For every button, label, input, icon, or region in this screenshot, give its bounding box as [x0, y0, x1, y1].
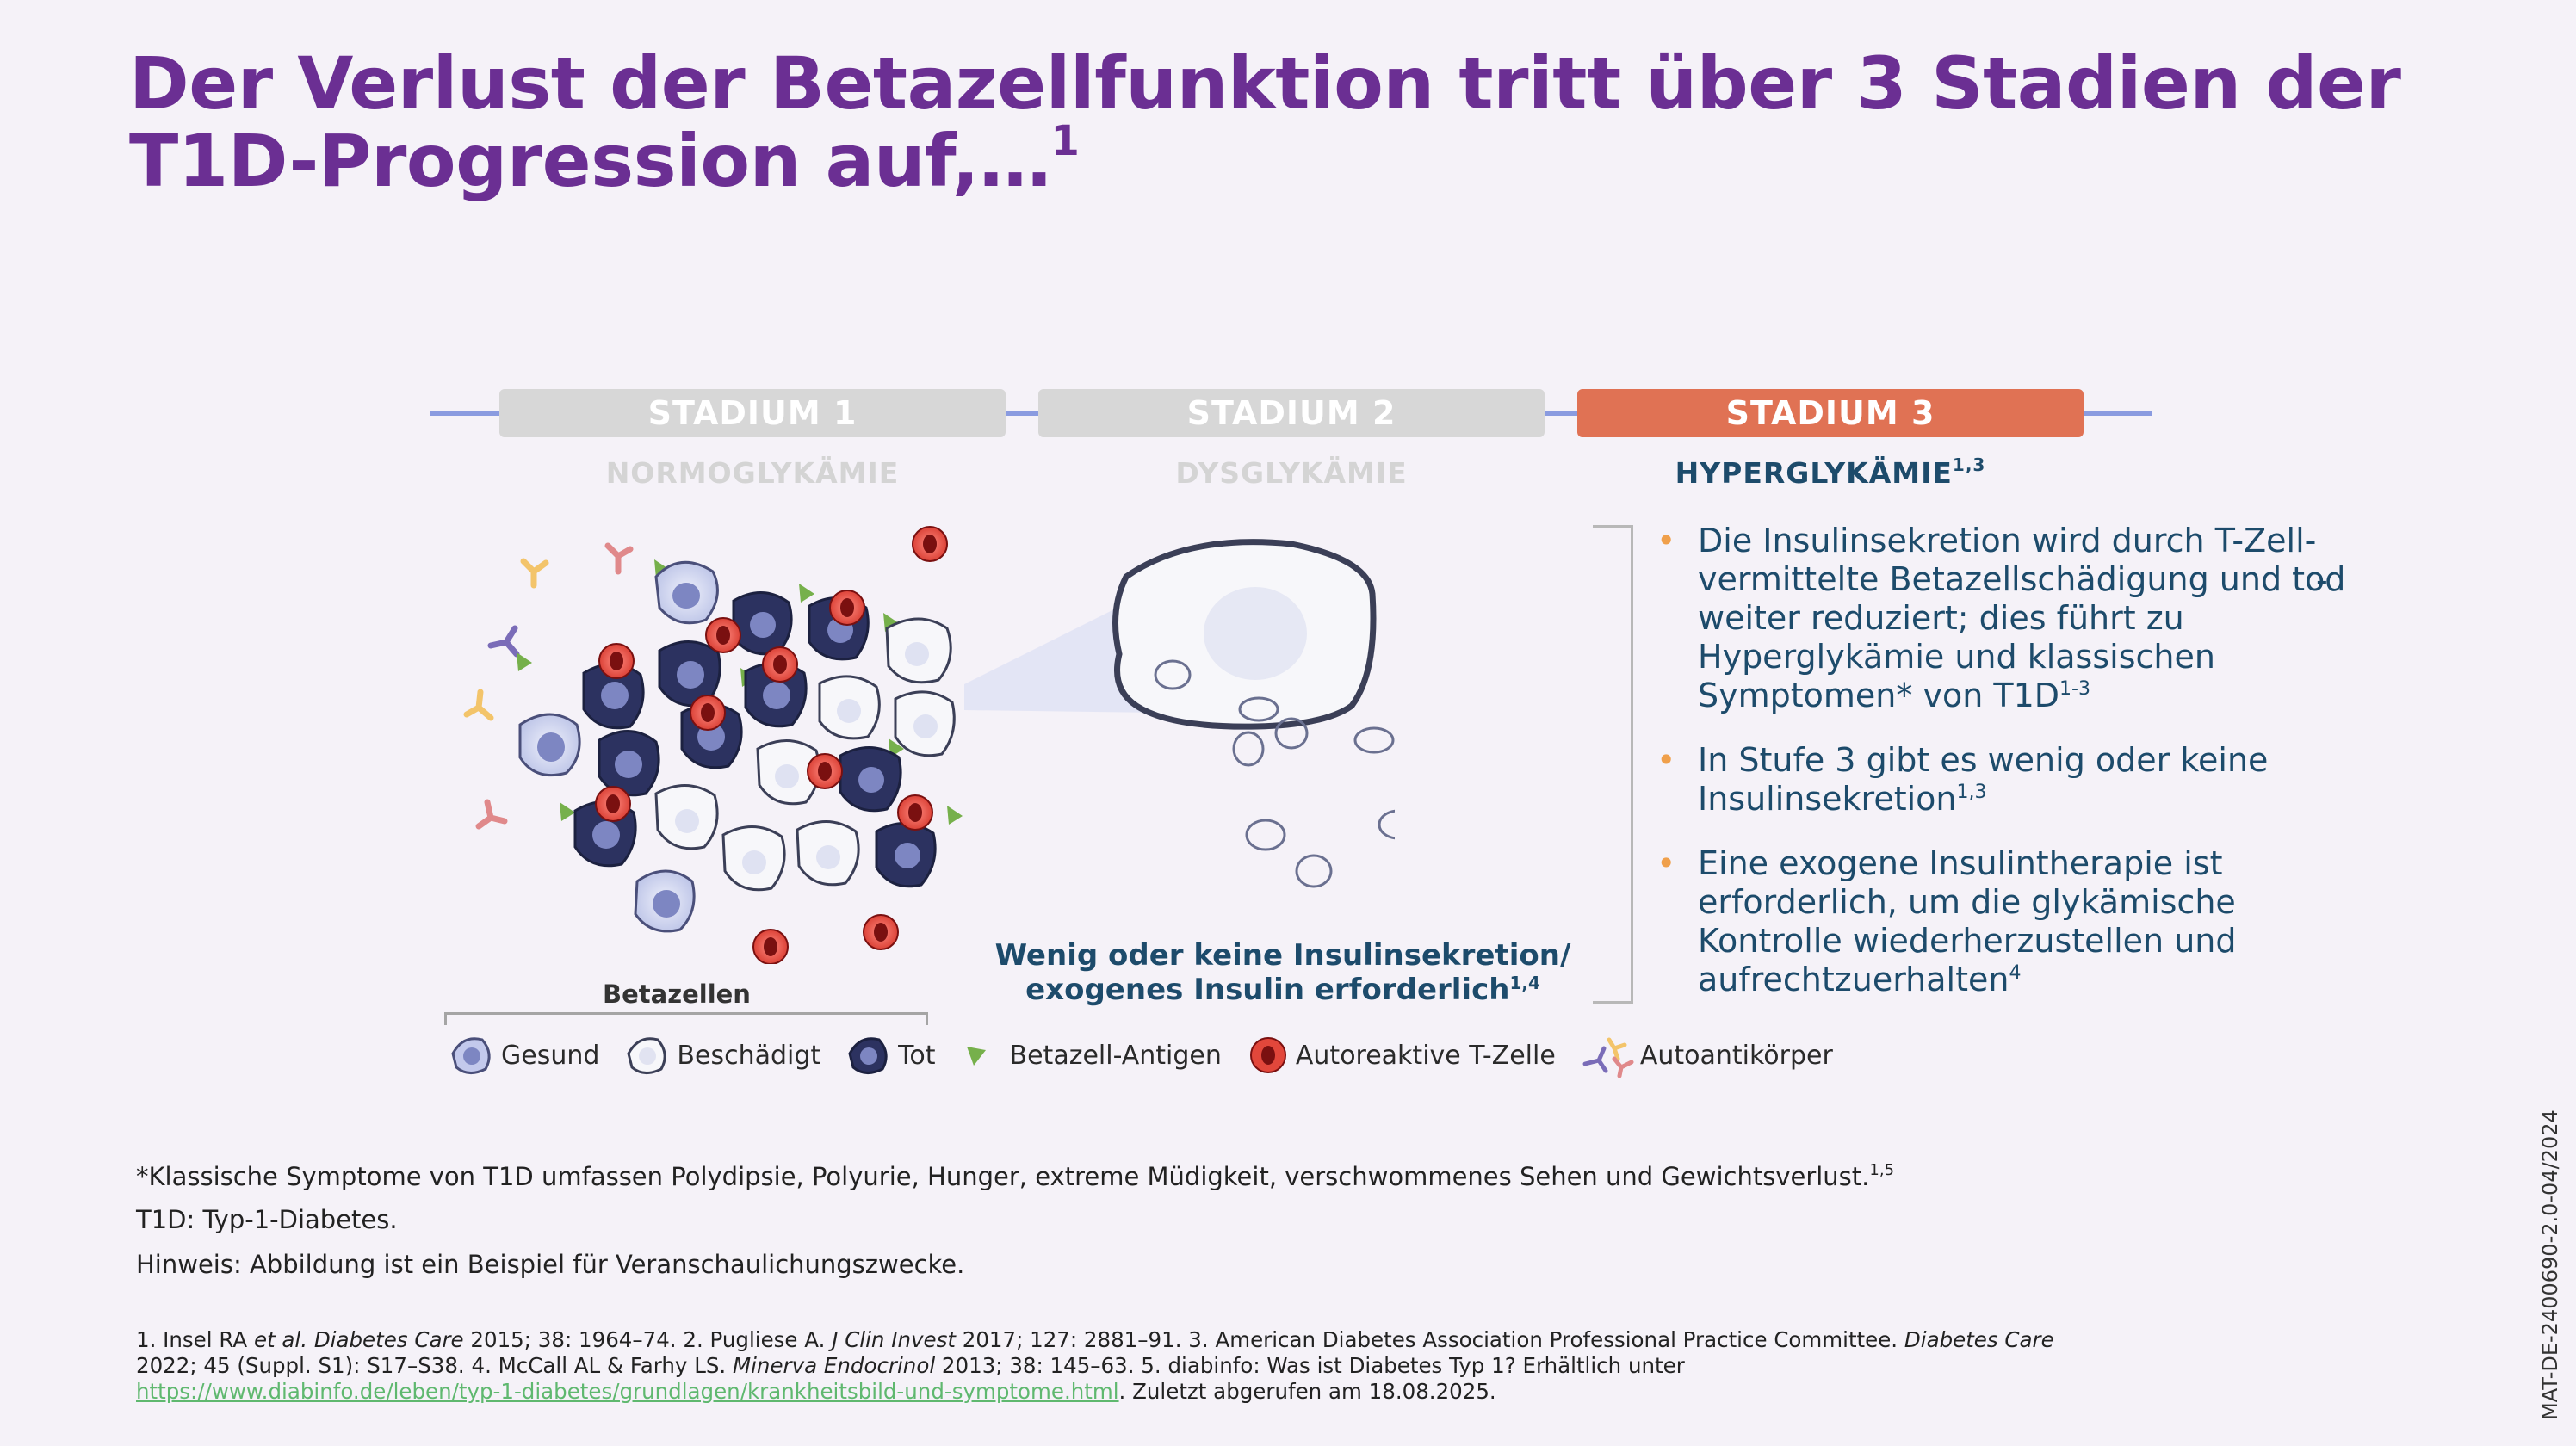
autoantibody-icon — [475, 799, 508, 830]
stage-1-subtitle: NORMOGLYKÄMIE — [605, 456, 900, 490]
antigen-icon — [799, 584, 814, 602]
insulin-caption-line2: exogenes Insulin erforderlich — [1025, 973, 1510, 1007]
legend-item-tot: Tot — [845, 1031, 936, 1079]
insulin-granule — [1353, 726, 1395, 754]
page-title: Der Verlust der Betazellfunktion tritt ü… — [129, 45, 2454, 211]
reference-link[interactable]: https://www.diabinfo.de/leben/typ-1-diab… — [136, 1379, 1119, 1404]
insulin-granule — [1232, 731, 1265, 767]
autoantibody-icon — [520, 558, 549, 589]
legend-item-t-zelle: Autoreaktive T-Zelle — [1246, 1033, 1556, 1078]
legend-item-antigen: Betazell-Antigen — [960, 1038, 1222, 1072]
ref-journal: Minerva Endocrinol — [732, 1353, 936, 1378]
stage-3-bracket — [1593, 525, 1633, 1004]
insulin-granule — [1238, 696, 1279, 722]
bullet-text: In Stufe 3 gibt es wenig oder keine Insu… — [1698, 741, 2269, 818]
legend-label: Tot — [898, 1040, 936, 1071]
footnote-symptoms-text: *Klassische Symptome von T1D umfassen Po… — [136, 1162, 1870, 1191]
document-code: MAT-DE-2400690-2.0-04/2024 — [2538, 1109, 2562, 1420]
autoantibody-icon — [1582, 1037, 1634, 1078]
insulin-caption-reference: 1,4 — [1509, 973, 1540, 993]
ref-journal: Diabetes Care — [1904, 1327, 2054, 1352]
damaged-cell-icon — [627, 1037, 667, 1074]
autoantibody-icon — [463, 689, 494, 721]
magnified-cell-nucleus — [1204, 587, 1307, 680]
ref-text — [307, 1327, 314, 1352]
legend-item-beschaedigt: Beschädigt — [623, 1031, 820, 1079]
insulin-caption: Wenig oder keine Insulinsekretion/ exoge… — [964, 938, 1601, 1010]
legend: Gesund Beschädigt Tot Betazell-Antigen A… — [448, 1029, 1857, 1081]
stage-3-subtitle-reference: 1,3 — [1952, 454, 1986, 475]
legend-label: Autoreaktive T-Zelle — [1295, 1040, 1556, 1071]
bullet-text: Die Insulinsekretion wird durch T-Zell-v… — [1698, 522, 2346, 714]
stage-3-tab[interactable]: STADIUM 3 — [1577, 389, 2084, 437]
bullet-reference: 1,3 — [1956, 782, 1987, 803]
healthy-cell-icon — [451, 1037, 491, 1074]
bullet-item: • Eine exogene Insulintherapie ist erford… — [1653, 844, 2359, 1004]
ref-text: 2022; 45 (Suppl. S1): S17–S38. 4. McCall… — [136, 1353, 733, 1378]
stage-3-subtitle-text: HYPERGLYKÄMIE — [1675, 456, 1953, 490]
bullet-dot-icon: • — [1656, 522, 1676, 559]
beta-cell-illustration — [463, 526, 1395, 964]
antigen-icon — [560, 802, 575, 821]
antigen-icon — [517, 652, 532, 671]
ref-text: 2017; 127: 2881–91. 3. American Diabetes… — [955, 1327, 1904, 1352]
bullet-reference: 4 — [2009, 962, 2022, 984]
autoantibody-icon — [487, 625, 520, 658]
insulin-granule — [1274, 717, 1309, 750]
legend-label: Beschädigt — [677, 1040, 821, 1071]
legend-item-gesund: Gesund — [448, 1031, 599, 1079]
autoantibody-icon — [604, 542, 634, 575]
stage-2-tab[interactable]: STADIUM 2 — [1038, 389, 1545, 437]
references: 1. Insel RA et al. Diabetes Care 2015; 3… — [136, 1327, 2116, 1405]
bullet-text: Eine exogene Insulintherapie ist erforde… — [1698, 844, 2237, 998]
insulin-granule — [1154, 659, 1192, 690]
antigen-icon — [966, 1047, 986, 1066]
footnote-symptoms-reference: 1,5 — [1869, 1161, 1895, 1179]
bullet-item: • Die Insulinsekretion wird durch T-Zell-… — [1653, 522, 2359, 720]
bullet-dot-icon: • — [1656, 844, 1676, 882]
insulin-caption-line1: Wenig oder keine Insulinsekretion/ — [994, 938, 1571, 973]
footnote-symptoms: *Klassische Symptome von T1D umfassen Po… — [136, 1161, 1895, 1191]
ref-journal: J Clin Invest — [832, 1327, 956, 1352]
page-title-text: Der Verlust der Betazellfunktion tritt ü… — [129, 41, 2401, 203]
legend-label: Autoantikörper — [1639, 1040, 1833, 1071]
t-cell-icon — [1249, 1037, 1286, 1073]
stage-1-tab[interactable]: STADIUM 1 — [499, 389, 1006, 437]
betazellen-bracket — [444, 1012, 928, 1025]
ref-journal: Diabetes Care — [313, 1327, 464, 1352]
footnote-abbreviation: T1D: Typ-1-Diabetes. — [136, 1205, 398, 1234]
dead-cell-icon — [848, 1037, 888, 1074]
ref-text: . Zuletzt abgerufen am 18.08.2025. — [1118, 1379, 1496, 1404]
footnote-note: Hinweis: Abbildung ist ein Beispiel für … — [136, 1250, 965, 1279]
ref-text: 2015; 38: 1964–74. 2. Pugliese A. — [463, 1327, 833, 1352]
ref-text: 2013; 38: 145–63. 5. diabinfo: Was ist D… — [935, 1353, 1685, 1378]
insulin-granule — [1378, 809, 1395, 840]
betazellen-label: Betazellen — [603, 979, 751, 1009]
ref-text: 1. Insel RA — [136, 1327, 254, 1352]
title-reference: 1 — [1050, 117, 1080, 165]
legend-label: Betazell-Antigen — [1009, 1040, 1222, 1071]
ref-italic: et al. — [253, 1327, 308, 1352]
antigen-icon — [947, 806, 963, 825]
hyphen-mark: - — [2316, 561, 2328, 599]
bullet-dot-icon: • — [1656, 741, 1676, 779]
insulin-granule — [1295, 854, 1333, 888]
insulin-granule — [1245, 819, 1286, 851]
stage-2-subtitle: DYSGLYKÄMIE — [1175, 456, 1408, 490]
stage-3-bullets: • Die Insulinsekretion wird durch T-Zell-… — [1653, 522, 2359, 1025]
bullet-item: • In Stufe 3 gibt es wenig oder keine Ins… — [1653, 741, 2359, 824]
stage-3-subtitle: HYPERGLYKÄMIE1,3 — [1577, 454, 2084, 490]
bullet-reference: 1-3 — [2059, 678, 2090, 700]
legend-item-autoantikoerper: Autoantikörper — [1580, 1033, 1833, 1078]
legend-label: Gesund — [501, 1040, 600, 1071]
